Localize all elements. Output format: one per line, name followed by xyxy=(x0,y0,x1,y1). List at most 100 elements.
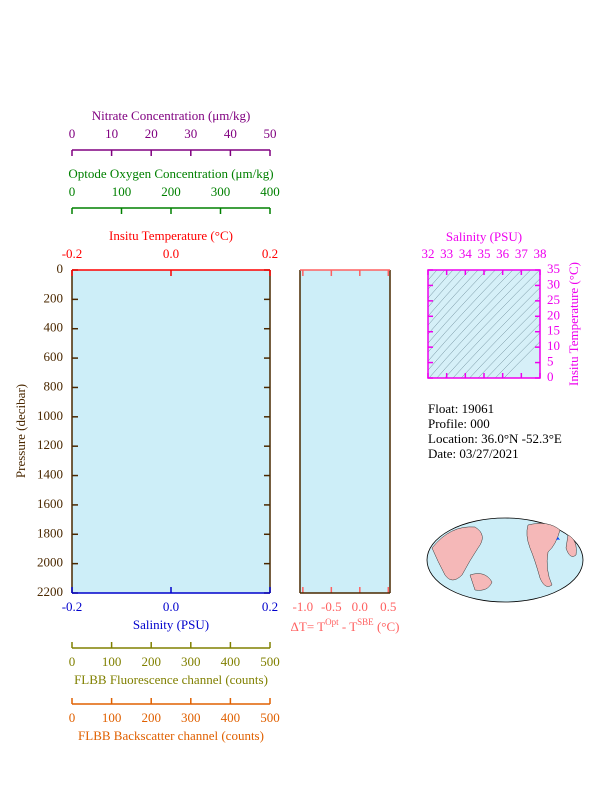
contour xyxy=(428,270,505,353)
x-tick-label: -1.0 xyxy=(293,599,314,614)
x-tick-label: 400 xyxy=(260,184,280,199)
y-tick-label: 1600 xyxy=(37,496,63,511)
y-tick-label: 35 xyxy=(547,261,560,276)
contour xyxy=(428,270,479,326)
x-tick-label: 0 xyxy=(69,710,76,725)
y-tick-label: 200 xyxy=(44,290,64,305)
float-info: Date: 03/27/2021 xyxy=(428,446,519,461)
x-axis-title: FLBB Fluorescence channel (counts) xyxy=(74,672,268,687)
x-tick-label: 40 xyxy=(224,126,237,141)
float-info: Float: 19061 xyxy=(428,401,494,416)
x-axis-title: FLBB Backscatter channel (counts) xyxy=(78,728,264,743)
y-tick-label: 25 xyxy=(547,292,560,307)
x-axis-title-part: ΔT= T xyxy=(291,619,326,634)
x-tick-label: -0.2 xyxy=(62,246,83,261)
x-tick-label: 36 xyxy=(496,246,510,261)
x-tick-label: 500 xyxy=(260,654,280,669)
x-tick-label: 200 xyxy=(161,184,181,199)
contour xyxy=(486,323,540,378)
x-tick-label: 33 xyxy=(440,246,453,261)
y-tick-label: 10 xyxy=(547,338,560,353)
contour xyxy=(452,287,540,378)
x-axis-title: Optode Oxygen Concentration (μm/kg) xyxy=(68,166,273,181)
contour xyxy=(460,296,540,378)
x-tick-label: 0.5 xyxy=(380,599,396,614)
x-tick-label: -0.5 xyxy=(321,599,342,614)
x-tick-label: 0 xyxy=(69,126,76,141)
x-tick-label: 38 xyxy=(534,246,547,261)
contour xyxy=(436,270,540,378)
profile-plot-area xyxy=(72,270,270,593)
contour xyxy=(503,341,540,378)
contour xyxy=(428,270,496,344)
y-axis-title: Insitu Temperature (°C) xyxy=(566,262,581,386)
y-tick-label: 2200 xyxy=(37,584,63,599)
x-tick-label: 100 xyxy=(102,654,122,669)
y-tick-label: 15 xyxy=(547,323,560,338)
x-tick-label: 0.0 xyxy=(163,599,179,614)
x-tick-label: 0 xyxy=(69,654,76,669)
x-tick-label: 35 xyxy=(478,246,491,261)
contour xyxy=(469,305,540,378)
x-tick-label: 300 xyxy=(181,710,201,725)
x-tick-label: 400 xyxy=(221,710,241,725)
y-tick-label: 30 xyxy=(547,276,560,291)
x-tick-label: 0.0 xyxy=(352,599,368,614)
x-tick-label: 37 xyxy=(515,246,529,261)
y-tick-label: 2000 xyxy=(37,555,63,570)
x-tick-label: 300 xyxy=(181,654,201,669)
y-tick-label: 0 xyxy=(57,261,64,276)
contour xyxy=(428,270,454,299)
x-tick-label: 10 xyxy=(105,126,118,141)
x-tick-label: 200 xyxy=(141,710,161,725)
density-contours xyxy=(428,270,540,378)
contour xyxy=(428,270,487,335)
x-axis-title-part: Opt xyxy=(325,617,339,627)
y-tick-label: 5 xyxy=(547,354,554,369)
contour xyxy=(428,270,470,317)
x-axis-title: Insitu Temperature (°C) xyxy=(109,228,233,243)
float-info: Profile: 000 xyxy=(428,416,490,431)
contour xyxy=(428,270,438,281)
world-map xyxy=(426,517,584,603)
x-tick-label: 0.2 xyxy=(262,246,278,261)
x-tick-label: 100 xyxy=(102,710,122,725)
x-tick-label: -0.2 xyxy=(62,599,83,614)
x-axis-title-part: (°C) xyxy=(374,619,400,634)
x-tick-label: 0.2 xyxy=(262,599,278,614)
x-tick-label: 32 xyxy=(422,246,435,261)
x-tick-label: 100 xyxy=(112,184,132,199)
contour xyxy=(428,270,462,308)
x-axis-title: Nitrate Concentration (μm/kg) xyxy=(92,108,251,123)
x-tick-label: 400 xyxy=(221,654,241,669)
y-tick-label: 400 xyxy=(44,320,64,335)
x-tick-label: 0.0 xyxy=(163,246,179,261)
ts-plot-area xyxy=(428,270,540,378)
y-tick-label: 800 xyxy=(44,378,64,393)
y-tick-label: 0 xyxy=(547,369,554,384)
y-tick-label: 1800 xyxy=(37,525,63,540)
x-tick-label: 34 xyxy=(459,246,473,261)
contour xyxy=(428,270,514,362)
x-tick-label: 200 xyxy=(141,654,161,669)
x-tick-label: 300 xyxy=(211,184,231,199)
x-axis-title-part: - T xyxy=(339,619,358,634)
y-axis-title: Pressure (decibar) xyxy=(13,384,28,478)
x-axis-title: Salinity (PSU) xyxy=(133,617,209,632)
x-axis-title: ΔT= TOpt - TSBE (°C) xyxy=(291,617,400,634)
y-tick-label: 1000 xyxy=(37,408,63,423)
contour xyxy=(428,270,532,378)
x-tick-label: 0 xyxy=(69,184,76,199)
contour xyxy=(444,278,540,378)
x-tick-label: 50 xyxy=(264,126,277,141)
x-axis-title: Salinity (PSU) xyxy=(446,229,522,244)
y-tick-label: 1400 xyxy=(37,467,63,482)
x-tick-label: 20 xyxy=(145,126,158,141)
float-info: Location: 36.0°N -52.3°E xyxy=(428,431,562,446)
x-tick-label: 30 xyxy=(184,126,197,141)
y-tick-label: 600 xyxy=(44,349,64,364)
contour xyxy=(494,332,540,378)
y-tick-label: 20 xyxy=(547,307,560,322)
y-tick-label: 1200 xyxy=(37,437,63,452)
